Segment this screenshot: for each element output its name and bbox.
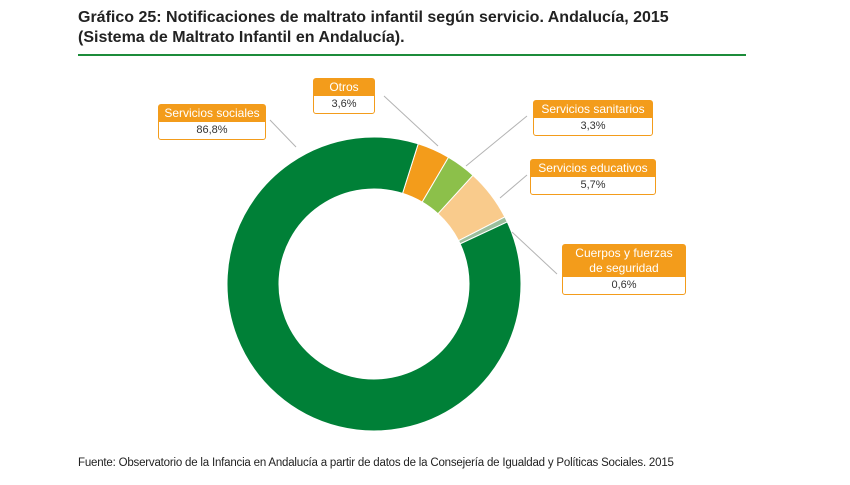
leader-line: [465, 115, 528, 167]
slice-label: Otros 3,6%: [313, 78, 375, 114]
slice-label-value: 3,3%: [580, 120, 606, 132]
title-line-2: (Sistema de Maltrato Infantil en Andaluc…: [78, 29, 405, 46]
leader-line: [269, 119, 297, 148]
slice-label-value: 86,8%: [196, 124, 228, 136]
slice-label-name: Cuerpos y fuerzas de seguridad: [563, 245, 685, 277]
slice-label-name: Servicios sanitarios: [534, 101, 652, 118]
slice-label-name: Otros: [314, 79, 374, 96]
slice-label: Servicios sociales 86,8%: [158, 104, 266, 140]
leader-line: [383, 95, 439, 147]
source-note: Fuente: Observatorio de la Infancia en A…: [78, 457, 674, 469]
slice-label: Cuerpos y fuerzas de seguridad 0,6%: [562, 244, 686, 295]
slice-label-value: 0,6%: [611, 279, 637, 291]
slice-label-value: 5,7%: [580, 179, 606, 191]
leader-line: [499, 174, 528, 199]
chart-title: Gráfico 25: Notificaciones de maltrato i…: [78, 8, 746, 56]
title-line-1: Gráfico 25: Notificaciones de maltrato i…: [78, 9, 669, 26]
slice-label: Servicios educativos 5,7%: [530, 159, 656, 195]
slice-servicios-sociales: [226, 136, 522, 432]
slice-label: Servicios sanitarios 3,3%: [533, 100, 653, 136]
slice-label-name: Servicios educativos: [531, 160, 655, 177]
slice-label-value: 3,6%: [331, 98, 357, 110]
slice-label-name: Servicios sociales: [159, 105, 265, 122]
leader-line: [511, 231, 558, 275]
